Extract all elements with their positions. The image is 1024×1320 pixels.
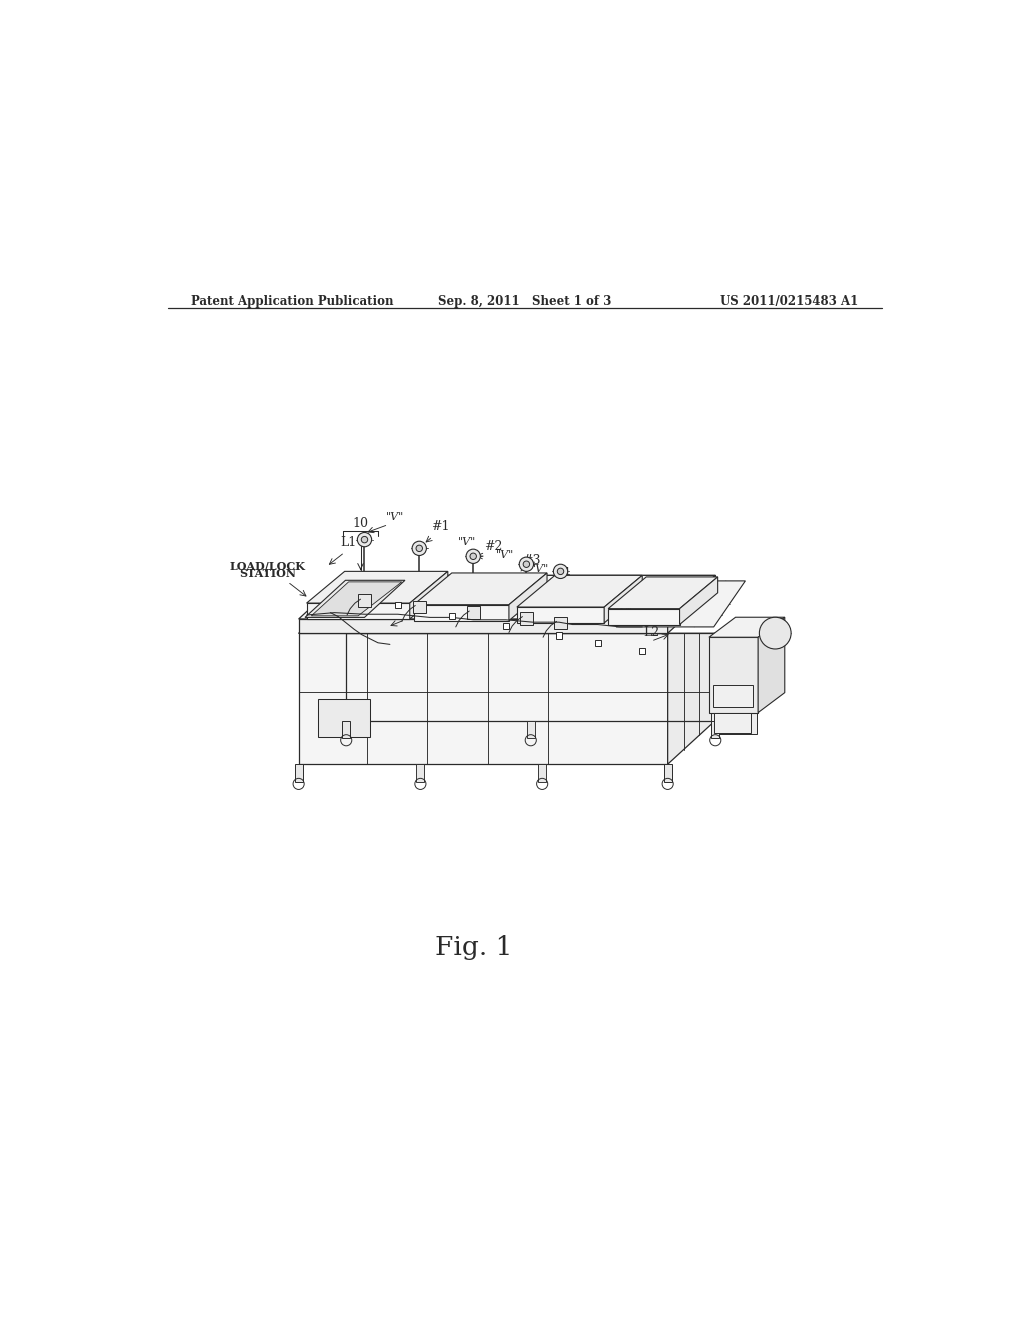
Text: STATION: STATION: [240, 569, 296, 579]
Text: #4: #4: [552, 568, 570, 579]
Circle shape: [523, 561, 529, 568]
Polygon shape: [539, 764, 546, 781]
Text: #3: #3: [521, 553, 540, 566]
Polygon shape: [295, 764, 303, 781]
Polygon shape: [306, 603, 410, 619]
Text: #6: #6: [613, 599, 632, 612]
Polygon shape: [413, 601, 426, 614]
Polygon shape: [509, 573, 547, 620]
Polygon shape: [299, 634, 668, 764]
Polygon shape: [554, 616, 567, 630]
Polygon shape: [608, 577, 718, 609]
Polygon shape: [306, 572, 447, 603]
Text: LOAD/LOCK: LOAD/LOCK: [229, 561, 305, 572]
Polygon shape: [503, 623, 509, 630]
Polygon shape: [358, 594, 371, 607]
Polygon shape: [709, 638, 758, 713]
Text: "V": "V": [531, 564, 550, 574]
Polygon shape: [664, 764, 672, 781]
Polygon shape: [449, 612, 455, 619]
Polygon shape: [467, 606, 479, 619]
Text: Patent Application Publication: Patent Application Publication: [191, 296, 394, 308]
Text: "V": "V": [458, 537, 476, 546]
Polygon shape: [668, 634, 715, 764]
Circle shape: [361, 536, 368, 543]
Circle shape: [553, 564, 567, 578]
Circle shape: [466, 549, 480, 564]
Polygon shape: [712, 721, 719, 738]
Polygon shape: [709, 618, 784, 638]
Polygon shape: [520, 612, 532, 624]
Text: #1: #1: [431, 520, 450, 533]
Text: Fig. 1: Fig. 1: [434, 936, 512, 960]
Polygon shape: [517, 576, 642, 607]
Polygon shape: [517, 607, 604, 623]
Circle shape: [357, 532, 372, 546]
Polygon shape: [318, 698, 370, 737]
Polygon shape: [608, 609, 680, 624]
Text: L1: L1: [341, 536, 357, 549]
Polygon shape: [639, 648, 645, 653]
Circle shape: [416, 545, 423, 552]
Polygon shape: [299, 619, 668, 634]
Polygon shape: [311, 582, 401, 616]
Text: "V": "V": [553, 577, 571, 587]
Text: 10: 10: [352, 517, 369, 531]
Polygon shape: [414, 605, 509, 620]
Text: #2: #2: [483, 540, 502, 553]
Polygon shape: [680, 577, 718, 624]
Circle shape: [412, 541, 426, 556]
Circle shape: [470, 553, 476, 560]
Polygon shape: [299, 576, 715, 619]
Polygon shape: [342, 721, 350, 738]
Polygon shape: [713, 685, 753, 708]
Polygon shape: [305, 581, 404, 618]
Polygon shape: [712, 697, 758, 734]
Polygon shape: [715, 713, 751, 734]
Polygon shape: [616, 581, 745, 627]
Circle shape: [760, 618, 792, 649]
Polygon shape: [556, 632, 562, 639]
Polygon shape: [668, 576, 715, 634]
Text: Sep. 8, 2011   Sheet 1 of 3: Sep. 8, 2011 Sheet 1 of 3: [438, 296, 611, 308]
Text: "V": "V": [386, 512, 404, 523]
Text: "V": "V": [497, 550, 514, 560]
Text: US 2011/0215483 A1: US 2011/0215483 A1: [720, 296, 858, 308]
Polygon shape: [526, 721, 535, 738]
Polygon shape: [410, 572, 447, 619]
Polygon shape: [604, 576, 642, 623]
Polygon shape: [414, 573, 547, 605]
Polygon shape: [417, 764, 424, 781]
Text: #5: #5: [574, 581, 592, 594]
Circle shape: [557, 568, 564, 574]
Polygon shape: [394, 602, 401, 609]
Circle shape: [519, 557, 534, 572]
Polygon shape: [758, 618, 784, 713]
Text: "M": "M": [403, 607, 425, 618]
Polygon shape: [595, 640, 601, 645]
Text: L2: L2: [643, 626, 659, 639]
